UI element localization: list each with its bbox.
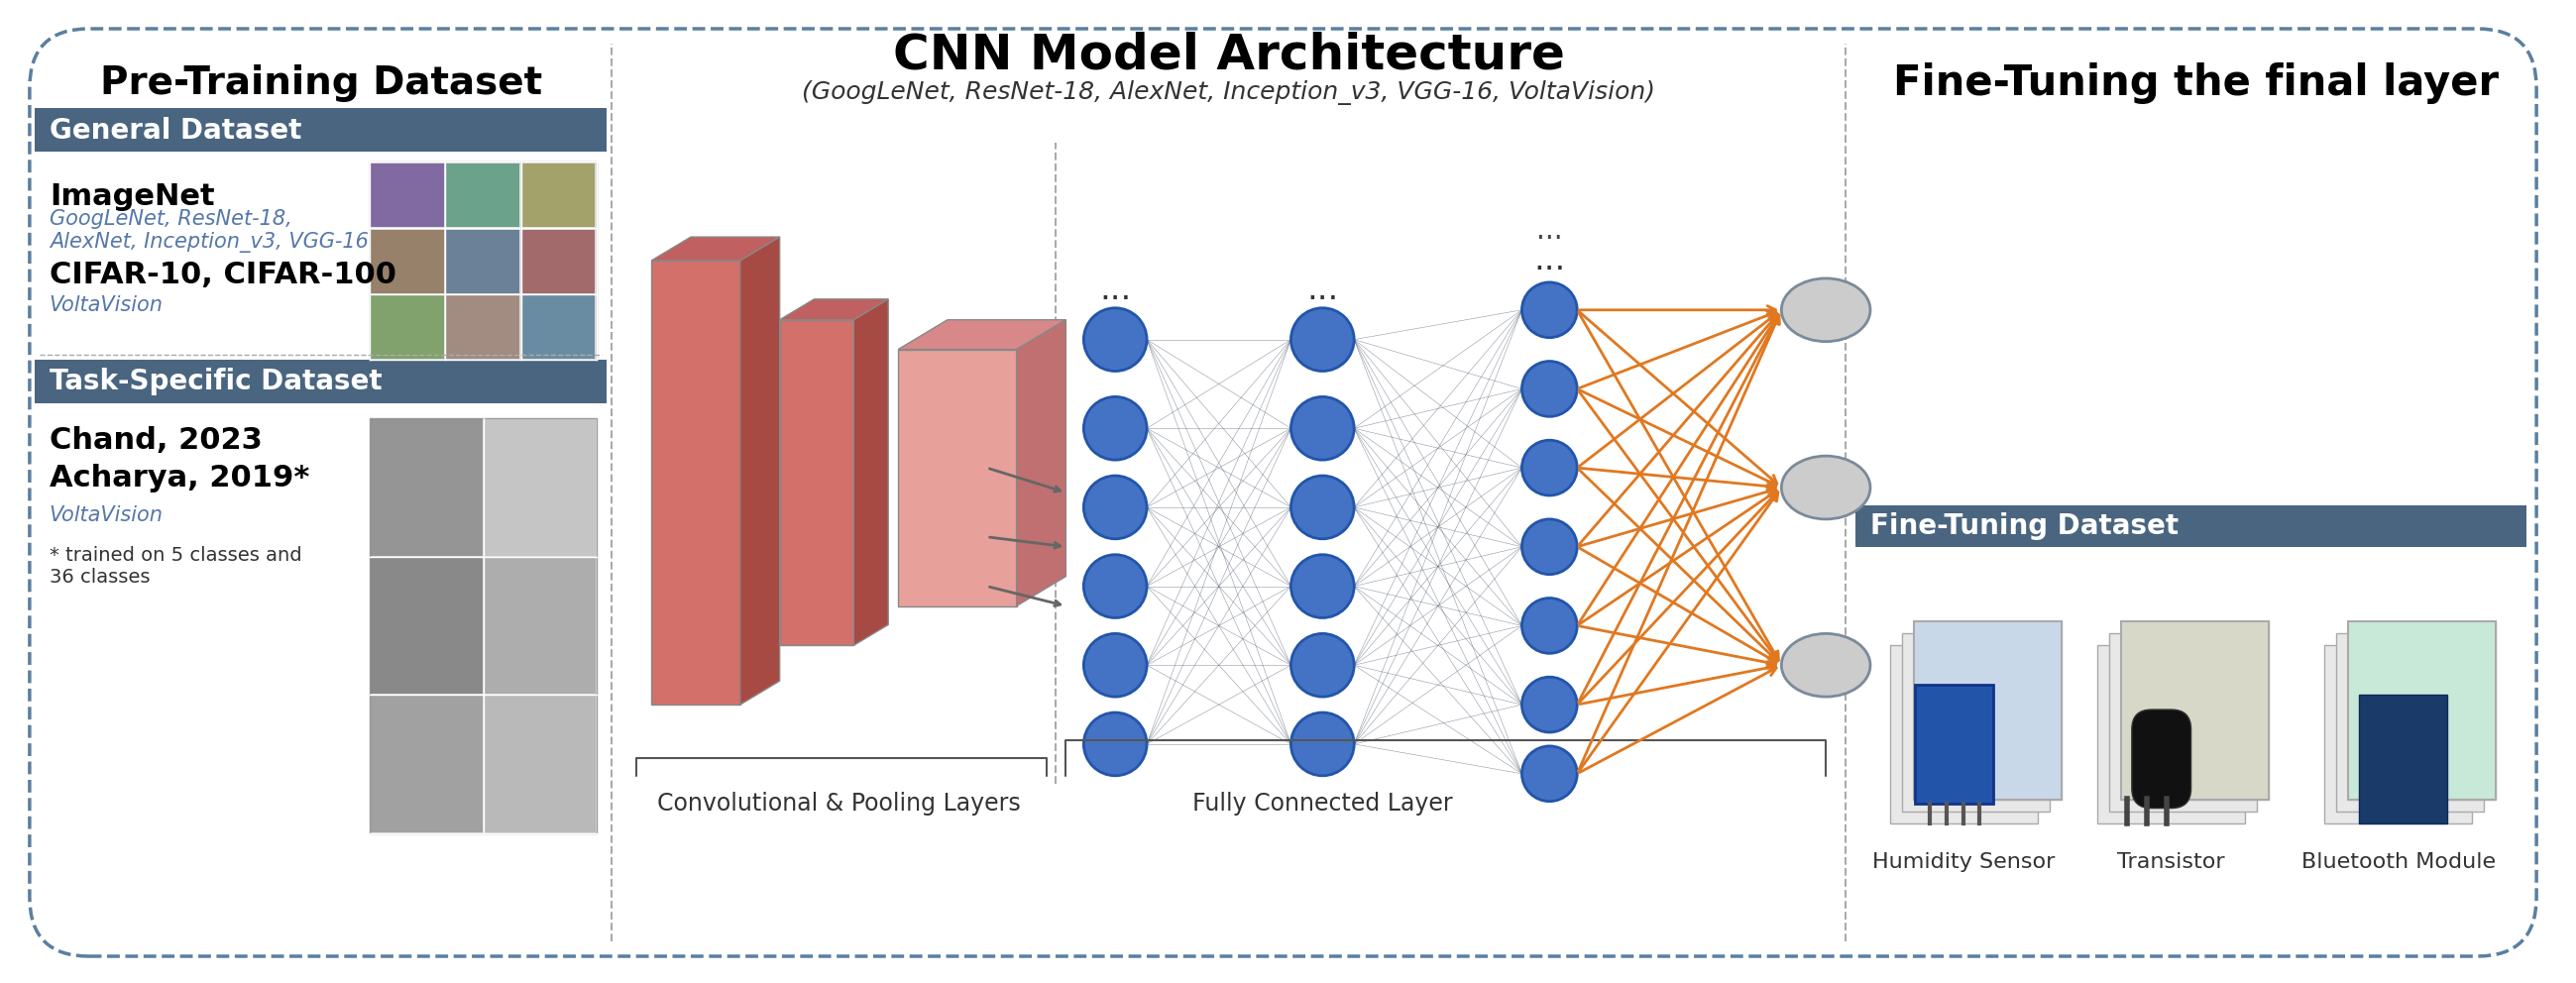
Text: Fine-Tuning Dataset: Fine-Tuning Dataset [1870, 512, 2179, 540]
Circle shape [1084, 397, 1146, 460]
Text: Task-Specific Dataset: Task-Specific Dataset [49, 368, 381, 396]
FancyBboxPatch shape [2133, 710, 2192, 808]
FancyBboxPatch shape [371, 230, 443, 293]
Circle shape [1084, 634, 1146, 697]
Text: GoogLeNet, ResNet-18,
AlexNet, Inception_v3, VGG-16: GoogLeNet, ResNet-18, AlexNet, Inception… [49, 209, 368, 253]
Circle shape [1522, 519, 1577, 574]
FancyBboxPatch shape [484, 420, 595, 555]
Circle shape [1522, 746, 1577, 801]
FancyBboxPatch shape [2120, 622, 2269, 799]
Text: Humidity Sensor: Humidity Sensor [1873, 852, 2056, 873]
Text: General Dataset: General Dataset [49, 117, 301, 145]
FancyBboxPatch shape [1891, 646, 2038, 823]
Polygon shape [899, 319, 1066, 349]
FancyBboxPatch shape [446, 295, 520, 358]
Text: VoltaVision: VoltaVision [49, 505, 162, 525]
Polygon shape [781, 319, 853, 646]
Text: CIFAR-10, CIFAR-100: CIFAR-10, CIFAR-100 [49, 261, 397, 290]
FancyBboxPatch shape [371, 162, 598, 359]
FancyBboxPatch shape [523, 164, 595, 227]
Circle shape [1291, 554, 1355, 617]
FancyBboxPatch shape [2110, 634, 2257, 811]
FancyBboxPatch shape [2360, 695, 2447, 823]
FancyBboxPatch shape [2347, 622, 2496, 799]
Circle shape [1291, 634, 1355, 697]
Ellipse shape [1783, 456, 1870, 519]
FancyBboxPatch shape [371, 557, 482, 694]
FancyBboxPatch shape [371, 696, 482, 832]
Text: Convolutional & Pooling Layers: Convolutional & Pooling Layers [657, 791, 1020, 815]
Circle shape [1291, 713, 1355, 776]
Text: Transistor: Transistor [2117, 852, 2226, 873]
FancyBboxPatch shape [523, 230, 595, 293]
Text: ...: ... [1535, 217, 1564, 245]
Polygon shape [781, 299, 889, 319]
FancyBboxPatch shape [371, 420, 482, 555]
Polygon shape [739, 237, 781, 705]
Polygon shape [853, 299, 889, 646]
Polygon shape [652, 237, 781, 260]
Ellipse shape [1783, 278, 1870, 341]
Circle shape [1522, 361, 1577, 417]
FancyBboxPatch shape [2097, 646, 2246, 823]
Circle shape [1522, 598, 1577, 654]
Polygon shape [652, 260, 739, 705]
FancyBboxPatch shape [1914, 622, 2061, 799]
Text: ...: ... [1100, 274, 1131, 307]
Text: Bluetooth Module: Bluetooth Module [2300, 852, 2496, 873]
Circle shape [1291, 397, 1355, 460]
Circle shape [1522, 282, 1577, 337]
Text: VoltaVision: VoltaVision [49, 295, 162, 315]
FancyBboxPatch shape [33, 359, 608, 404]
FancyBboxPatch shape [1914, 685, 1994, 803]
FancyBboxPatch shape [33, 108, 608, 152]
FancyBboxPatch shape [2120, 622, 2269, 799]
FancyBboxPatch shape [523, 295, 595, 358]
FancyBboxPatch shape [484, 696, 595, 832]
Polygon shape [1018, 319, 1066, 606]
FancyBboxPatch shape [371, 164, 443, 227]
FancyBboxPatch shape [28, 29, 2537, 956]
Circle shape [1084, 713, 1146, 776]
Text: Acharya, 2019*: Acharya, 2019* [49, 463, 309, 492]
Circle shape [1084, 308, 1146, 372]
FancyBboxPatch shape [1914, 622, 2061, 799]
Text: CNN Model Architecture: CNN Model Architecture [894, 31, 1564, 80]
Text: ImageNet: ImageNet [49, 182, 214, 210]
Text: * trained on 5 classes and
36 classes: * trained on 5 classes and 36 classes [49, 547, 301, 587]
Text: Chand, 2023: Chand, 2023 [49, 426, 263, 454]
FancyBboxPatch shape [446, 230, 520, 293]
FancyBboxPatch shape [2347, 622, 2496, 799]
FancyBboxPatch shape [1901, 634, 2050, 811]
FancyBboxPatch shape [371, 419, 598, 833]
Text: Fine-Tuning the final layer: Fine-Tuning the final layer [1893, 62, 2499, 104]
Text: ...: ... [1306, 274, 1340, 307]
Circle shape [1084, 476, 1146, 539]
Circle shape [1522, 677, 1577, 732]
Text: (GoogLeNet, ResNet-18, AlexNet, Inception_v3, VGG-16, VoltaVision): (GoogLeNet, ResNet-18, AlexNet, Inceptio… [801, 81, 1656, 105]
Circle shape [1291, 308, 1355, 372]
FancyBboxPatch shape [1855, 505, 2527, 547]
Ellipse shape [1783, 634, 1870, 697]
Text: ...: ... [1533, 244, 1566, 277]
Circle shape [1522, 440, 1577, 495]
FancyBboxPatch shape [484, 557, 595, 694]
Polygon shape [899, 349, 1018, 606]
Text: Pre-Training Dataset: Pre-Training Dataset [100, 64, 541, 102]
FancyBboxPatch shape [371, 295, 443, 358]
Circle shape [1084, 554, 1146, 617]
FancyBboxPatch shape [2324, 646, 2473, 823]
Circle shape [1291, 476, 1355, 539]
Text: Fully Connected Layer: Fully Connected Layer [1193, 791, 1453, 815]
FancyBboxPatch shape [446, 164, 520, 227]
FancyBboxPatch shape [2336, 634, 2483, 811]
